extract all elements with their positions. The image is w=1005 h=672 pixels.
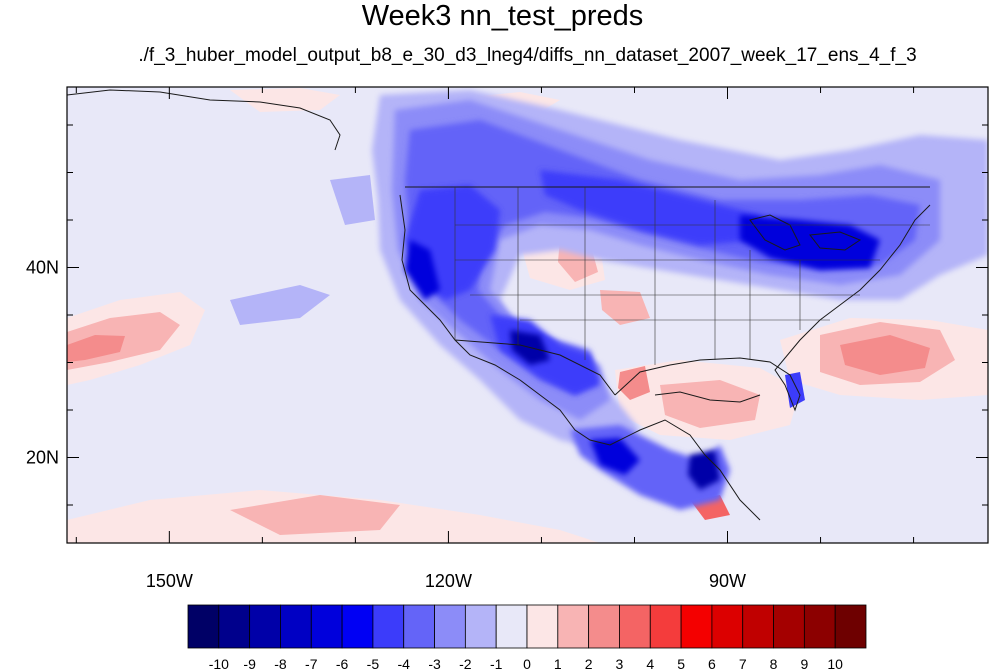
plot-subtitle: ./f_3_huber_model_output_b8_e_30_d3_lneg…: [138, 45, 917, 66]
colorbar-label: -3: [428, 656, 441, 672]
plot-title: Week3 nn_test_preds: [361, 0, 644, 32]
colorbar-label: 2: [585, 656, 593, 672]
cool-region-inner: [405, 120, 920, 395]
warm-region-plains: [600, 290, 650, 325]
colorbar-label: -2: [459, 656, 472, 672]
colorbar-swatch: [649, 604, 682, 649]
colorbar-swatch: [834, 604, 867, 649]
map-ticks: [67, 87, 988, 543]
warm-region-alaska: [230, 88, 340, 112]
colorbar-swatch: [803, 604, 836, 649]
colorbar-swatch: [310, 604, 343, 649]
pacific-coastline: [399, 194, 761, 521]
colorbar-swatch: [218, 604, 251, 649]
colorbar-label: 5: [677, 656, 685, 672]
colorbar-label: 4: [646, 656, 654, 672]
positive-anomaly-regions: [67, 88, 988, 543]
warm-region-west-pacific-peak: [67, 335, 125, 362]
colorbar-swatch: [619, 604, 651, 649]
colorbar-swatch: [187, 604, 220, 649]
great-lakes-outline-east: [809, 231, 862, 251]
colorbar-label: -9: [243, 656, 256, 672]
colorbar-swatch: [403, 604, 435, 649]
lon-tick-label: 90W: [709, 571, 746, 591]
colorbar-swatch: [526, 604, 559, 649]
negative-anomaly-regions: [230, 90, 988, 510]
colorbar-label: -4: [398, 656, 411, 672]
cool-region-coastal: [330, 175, 375, 225]
map-field: [67, 87, 988, 543]
colorbar-label: 6: [708, 656, 716, 672]
great-lakes-outline: [749, 214, 801, 251]
colorbar-swatch: [372, 604, 405, 649]
colorbar-label: 0: [523, 656, 531, 672]
cool-region-northern-plains: [540, 170, 760, 245]
colorbar-label: -6: [336, 656, 349, 672]
colorbar-swatch: [742, 604, 774, 649]
cool-region-east-pacific: [230, 285, 330, 325]
colorbar: [187, 604, 867, 649]
coastlines: [67, 89, 931, 521]
colorbar-labels: -10 -9 -8 -7 -6 -5 -4 -3 -2 -1 0 1 2 3 4 5 6 7 8 9 10: [209, 656, 843, 672]
state-border-grid: [454, 187, 930, 365]
colorbar-label: -8: [274, 656, 287, 672]
lat-tick-label: 20N: [26, 448, 59, 468]
colorbar-swatch: [434, 604, 466, 649]
map-tick-labels: 40N 20N 150W 120W 90W: [26, 258, 746, 592]
colorbar-label: 7: [739, 656, 747, 672]
colorbar-swatch: [557, 604, 590, 649]
gulf-atlantic-coastline: [614, 204, 931, 412]
warm-region-south-pacific-core: [230, 495, 400, 535]
colorbar-swatch: [464, 604, 497, 649]
us-mexico-border: [454, 339, 616, 396]
warm-region-gulf-core: [660, 380, 760, 428]
warm-region-texas-coast: [618, 366, 650, 400]
colorbar-label: 1: [554, 656, 562, 672]
cool-region-mexico-south: [590, 438, 640, 475]
cool-region-florida: [785, 372, 805, 408]
cool-region-california: [405, 240, 440, 300]
cool-region-honduras: [688, 450, 720, 490]
colorbar-swatch: [711, 604, 744, 649]
lon-tick-label: 150W: [146, 571, 193, 591]
colorbar-label: -7: [305, 656, 318, 672]
lon-tick-label: 120W: [425, 571, 472, 591]
gulf-island-outline: [654, 391, 761, 403]
colorbar-swatch: [495, 604, 528, 649]
colorbar-label: 8: [770, 656, 778, 672]
colorbar-label: -1: [490, 656, 503, 672]
lat-tick-label: 40N: [26, 258, 59, 278]
state-borders: [454, 187, 930, 365]
colorbar-swatch: [588, 604, 620, 649]
colorbar-swatch: [773, 604, 805, 649]
alaska-coastline: [67, 89, 341, 151]
warm-region-atlantic-peak: [840, 335, 930, 375]
cool-region-great-lakes: [740, 215, 880, 270]
colorbar-label: 10: [827, 656, 843, 672]
colorbar-swatch: [249, 604, 281, 649]
colorbar-swatch: [280, 604, 312, 649]
colorbar-label: 9: [800, 656, 808, 672]
colorbar-label: 3: [616, 656, 624, 672]
colorbar-swatch: [680, 604, 713, 649]
colorbar-label: -10: [209, 656, 229, 672]
colorbar-label: -5: [367, 656, 380, 672]
colorbar-swatch: [341, 604, 374, 649]
